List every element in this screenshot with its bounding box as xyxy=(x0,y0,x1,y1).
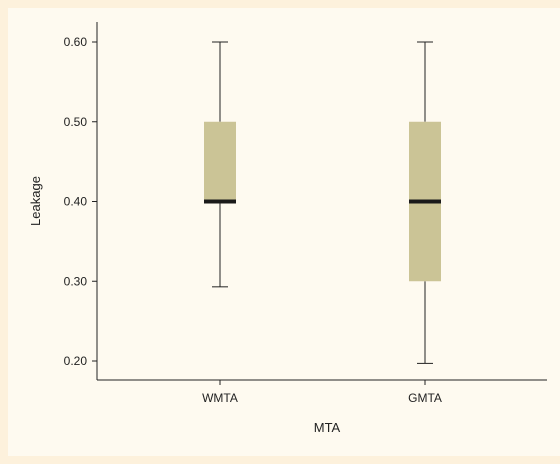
y-axis-title: Leakage xyxy=(28,176,43,226)
y-tick-label: 0.30 xyxy=(64,274,88,288)
box-wmta xyxy=(204,41,236,288)
x-tick-label: WMTA xyxy=(202,391,238,405)
y-ticks: 0.20 0.30 0.40 0.50 0.60 xyxy=(64,35,97,368)
y-tick-label: 0.40 xyxy=(64,195,88,209)
x-tick-label: GMTA xyxy=(408,391,442,405)
iqr-box xyxy=(204,121,236,202)
y-tick-label: 0.50 xyxy=(64,115,88,129)
y-tick-label: 0.20 xyxy=(64,354,88,368)
box-gmta xyxy=(409,41,441,364)
axes xyxy=(96,22,547,381)
x-axis-title: MTA xyxy=(314,420,341,435)
chart-panel xyxy=(8,8,560,456)
y-tick-label: 0.60 xyxy=(64,35,88,49)
box-series xyxy=(204,41,441,364)
x-ticks: WMTA GMTA xyxy=(202,380,442,405)
